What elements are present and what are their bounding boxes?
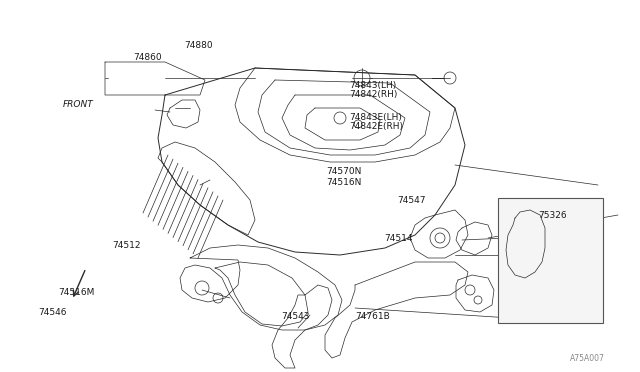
Text: 75326: 75326 [539, 212, 567, 221]
Text: A75A007: A75A007 [570, 354, 605, 363]
Text: 74514: 74514 [384, 234, 413, 243]
Text: 74843(LH): 74843(LH) [349, 81, 396, 90]
Text: 74516M: 74516M [58, 288, 95, 296]
Text: 74860: 74860 [133, 53, 161, 62]
Text: 74516N: 74516N [326, 178, 362, 187]
Text: 75326: 75326 [514, 234, 542, 243]
Text: 74842E(RH): 74842E(RH) [349, 122, 403, 131]
Text: 74843E(LH): 74843E(LH) [349, 113, 402, 122]
Text: 74543: 74543 [282, 312, 310, 321]
Text: 74880: 74880 [184, 41, 212, 50]
Text: FRONT: FRONT [63, 100, 93, 109]
Text: 74512: 74512 [112, 241, 141, 250]
Text: 74842(RH): 74842(RH) [349, 90, 397, 99]
Text: 74761B: 74761B [355, 312, 390, 321]
Text: 74570N: 74570N [326, 167, 362, 176]
Text: 74546: 74546 [38, 308, 67, 317]
Bar [498, 198, 603, 323]
Text: 74547: 74547 [397, 196, 426, 205]
